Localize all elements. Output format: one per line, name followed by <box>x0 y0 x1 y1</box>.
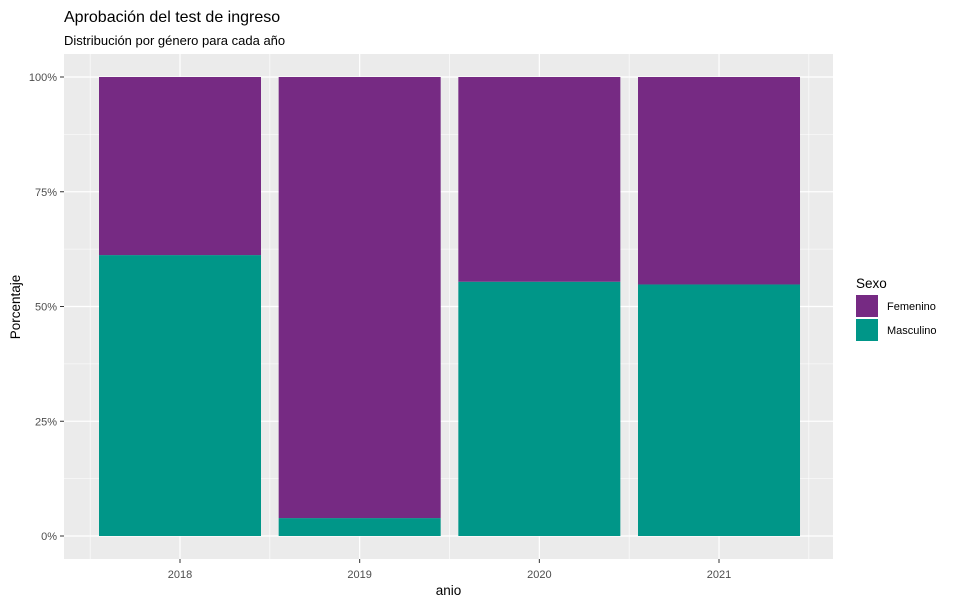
legend-key-femenino <box>856 295 878 317</box>
y-axis-title: Porcentaje <box>8 275 23 340</box>
y-axis: 0% 25% 50% 75% 100% <box>29 72 64 543</box>
x-axis-title: anio <box>436 583 462 598</box>
x-axis: 2018 2019 2020 2021 <box>168 559 731 581</box>
x-tick-label: 2021 <box>707 569 731 581</box>
legend-label-femenino: Femenino <box>887 301 936 313</box>
bar-femenino-2019 <box>278 77 441 519</box>
x-tick-label: 2019 <box>347 569 371 581</box>
chart-subtitle: Distribución por género para cada año <box>64 33 285 48</box>
bars <box>99 77 801 537</box>
x-tick-label: 2020 <box>527 569 551 581</box>
bar-femenino-2021 <box>638 77 801 285</box>
legend-key-masculino <box>856 319 878 341</box>
legend-label-masculino: Masculino <box>887 325 937 337</box>
legend-title: Sexo <box>856 276 887 291</box>
bar-masculino-2020 <box>458 281 621 536</box>
chart-title: Aprobación del test de ingreso <box>64 9 280 26</box>
bar-femenino-2020 <box>458 77 621 282</box>
bar-masculino-2019 <box>278 518 441 536</box>
y-tick-label: 0% <box>41 531 57 543</box>
y-tick-label: 50% <box>35 302 57 314</box>
bar-masculino-2021 <box>638 284 801 536</box>
y-tick-label: 25% <box>35 416 57 428</box>
y-tick-label: 75% <box>35 187 57 199</box>
y-tick-label: 100% <box>29 72 57 84</box>
legend: Sexo Femenino Masculino <box>856 276 937 341</box>
bar-femenino-2018 <box>99 77 261 256</box>
x-tick-label: 2018 <box>168 569 192 581</box>
bar-masculino-2018 <box>99 255 261 537</box>
